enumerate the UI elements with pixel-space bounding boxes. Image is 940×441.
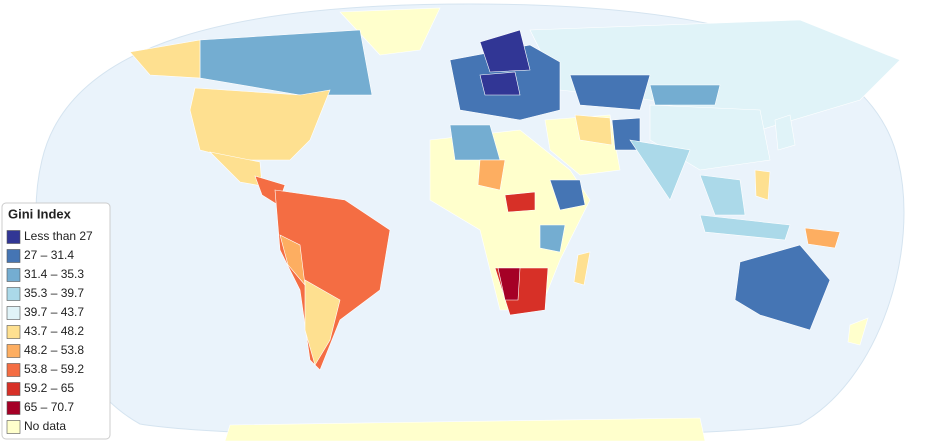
legend-swatch — [6, 268, 21, 282]
legend-swatch — [6, 287, 21, 301]
legend-box — [1, 202, 111, 440]
legend-label: 59.2 – 65 — [24, 381, 74, 395]
brazil — [274, 189, 391, 371]
ethiopia — [549, 179, 586, 211]
legend-swatch — [6, 306, 21, 320]
legend-title: Gini Index — [8, 206, 72, 221]
madagascar — [573, 251, 591, 286]
legend-label: Less than 27 — [24, 229, 93, 243]
papua-new-guinea — [804, 227, 841, 249]
legend-label: 43.7 – 48.2 — [24, 324, 84, 338]
japan — [774, 114, 796, 151]
philippines — [754, 169, 771, 201]
legend-label: 65 – 70.7 — [24, 400, 74, 414]
east-africa — [539, 224, 566, 253]
central-europe — [479, 71, 521, 96]
iran — [574, 114, 613, 146]
legend-swatch — [6, 344, 21, 358]
legend-label: 48.2 – 53.8 — [24, 343, 84, 357]
kazakhstan — [569, 74, 651, 111]
india — [629, 139, 691, 201]
peru — [279, 234, 306, 286]
central-african-republic — [504, 191, 536, 213]
mongolia — [649, 84, 721, 106]
usa — [189, 87, 331, 161]
new-zealand — [847, 317, 869, 346]
namibia — [497, 267, 521, 301]
legend-swatch — [6, 382, 21, 396]
legend-label: No data — [24, 419, 66, 433]
west-africa — [477, 159, 506, 191]
legend-swatch — [6, 420, 21, 434]
legend-label: 39.7 – 43.7 — [24, 305, 84, 319]
indonesia — [699, 214, 791, 241]
legend-swatch — [6, 363, 21, 377]
southeast-asia — [699, 174, 746, 216]
legend-swatch — [6, 230, 21, 244]
legend-swatch — [6, 325, 21, 339]
legend-swatch — [6, 401, 21, 415]
legend-label: 35.3 – 39.7 — [24, 286, 84, 300]
africa — [429, 129, 591, 311]
countries — [129, 7, 901, 441]
antarctica — [224, 417, 706, 441]
legend: Gini Index Less than 27 27 – 31.4 31.4 – 3… — [1, 202, 111, 440]
greenland — [339, 7, 441, 56]
legend-label: 31.4 – 35.3 — [24, 267, 84, 281]
australia — [734, 244, 831, 331]
argentina — [304, 279, 341, 366]
alaska — [129, 39, 201, 79]
legend-label: 53.8 – 59.2 — [24, 362, 84, 376]
legend-label: 27 – 31.4 — [24, 248, 74, 262]
scandinavia — [479, 29, 531, 73]
legend-swatch — [6, 249, 21, 263]
russia — [529, 19, 901, 131]
